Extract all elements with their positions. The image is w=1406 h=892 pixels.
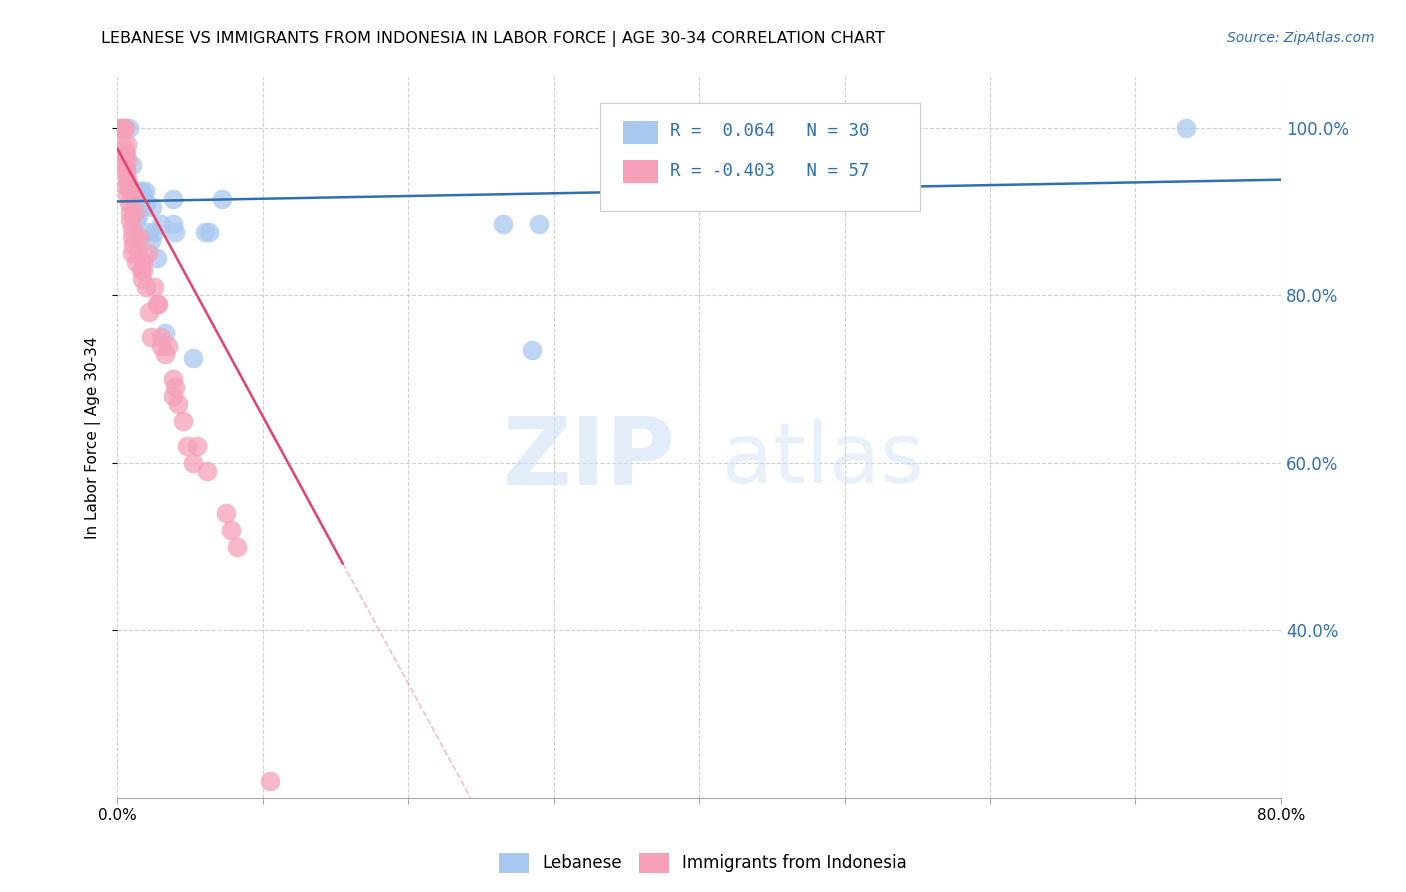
Point [127,209,149,223]
Point [215,506,238,520]
Point [125,213,148,227]
FancyBboxPatch shape [600,103,920,211]
Point [146,296,169,310]
Point [132,187,155,202]
Point [149,217,172,231]
Point [108,120,131,135]
Point [157,338,180,352]
Point [142,280,165,294]
Point [138,305,160,319]
Point [211,192,233,206]
Point [155,326,177,340]
Point [118,179,141,194]
Text: R = -0.403   N = 57: R = -0.403 N = 57 [671,162,869,180]
Point [120,204,142,219]
Text: R =  0.064   N = 30: R = 0.064 N = 30 [671,122,869,140]
Point [135,196,157,211]
Point [225,540,247,554]
Point [115,179,138,194]
Point [118,120,141,135]
Point [186,439,208,453]
Point [122,238,145,252]
Point [117,187,139,202]
Point [139,234,162,248]
Point [121,158,143,172]
Point [141,200,163,214]
Point [162,217,184,231]
Point [118,196,141,211]
Point [259,774,281,789]
Point [145,251,167,265]
Point [520,343,543,357]
Point [155,347,177,361]
Point [117,175,139,189]
FancyBboxPatch shape [623,161,658,184]
Point [145,296,167,310]
Text: atlas: atlas [723,419,924,500]
Point [149,338,172,352]
Point [122,187,145,202]
Point [117,171,139,186]
Point [492,217,515,231]
Point [129,184,152,198]
FancyBboxPatch shape [623,121,658,145]
Point [111,154,134,169]
Point [1175,120,1198,135]
Point [134,184,156,198]
Text: ZIP: ZIP [503,413,676,506]
Point [131,271,153,285]
Point [129,263,152,277]
Point [165,380,187,394]
Point [162,389,184,403]
Point [112,120,135,135]
Point [117,137,139,152]
Point [135,280,157,294]
Point [132,254,155,268]
Point [181,351,204,366]
Point [112,145,135,160]
Point [162,372,184,386]
Point [124,204,146,219]
Point [138,226,160,240]
Point [120,213,142,227]
Point [128,229,150,244]
Point [117,154,139,169]
Point [139,330,162,344]
Legend: Lebanese, Immigrants from Indonesia: Lebanese, Immigrants from Indonesia [492,847,914,880]
Point [132,263,155,277]
Point [197,464,219,478]
Point [172,414,194,428]
Point [165,226,187,240]
Point [136,246,159,260]
Point [162,192,184,206]
Point [181,456,204,470]
Point [142,226,165,240]
Point [127,246,149,260]
Point [114,145,136,160]
Point [176,439,198,453]
Point [124,229,146,244]
Point [122,187,145,202]
Point [193,226,215,240]
Point [121,221,143,235]
Point [111,120,134,135]
Point [111,137,134,152]
Point [121,246,143,260]
Point [121,229,143,244]
Text: Source: ZipAtlas.com: Source: ZipAtlas.com [1227,31,1375,45]
Point [527,217,550,231]
Point [149,330,172,344]
Point [198,226,221,240]
Point [167,397,190,411]
Point [125,254,148,268]
Y-axis label: In Labor Force | Age 30-34: In Labor Force | Age 30-34 [86,336,101,539]
Point [129,184,152,198]
Point [115,145,138,160]
Point [115,162,138,177]
Text: LEBANESE VS IMMIGRANTS FROM INDONESIA IN LABOR FORCE | AGE 30-34 CORRELATION CHA: LEBANESE VS IMMIGRANTS FROM INDONESIA IN… [101,31,886,47]
Point [219,523,242,537]
Point [114,120,136,135]
Point [114,162,136,177]
